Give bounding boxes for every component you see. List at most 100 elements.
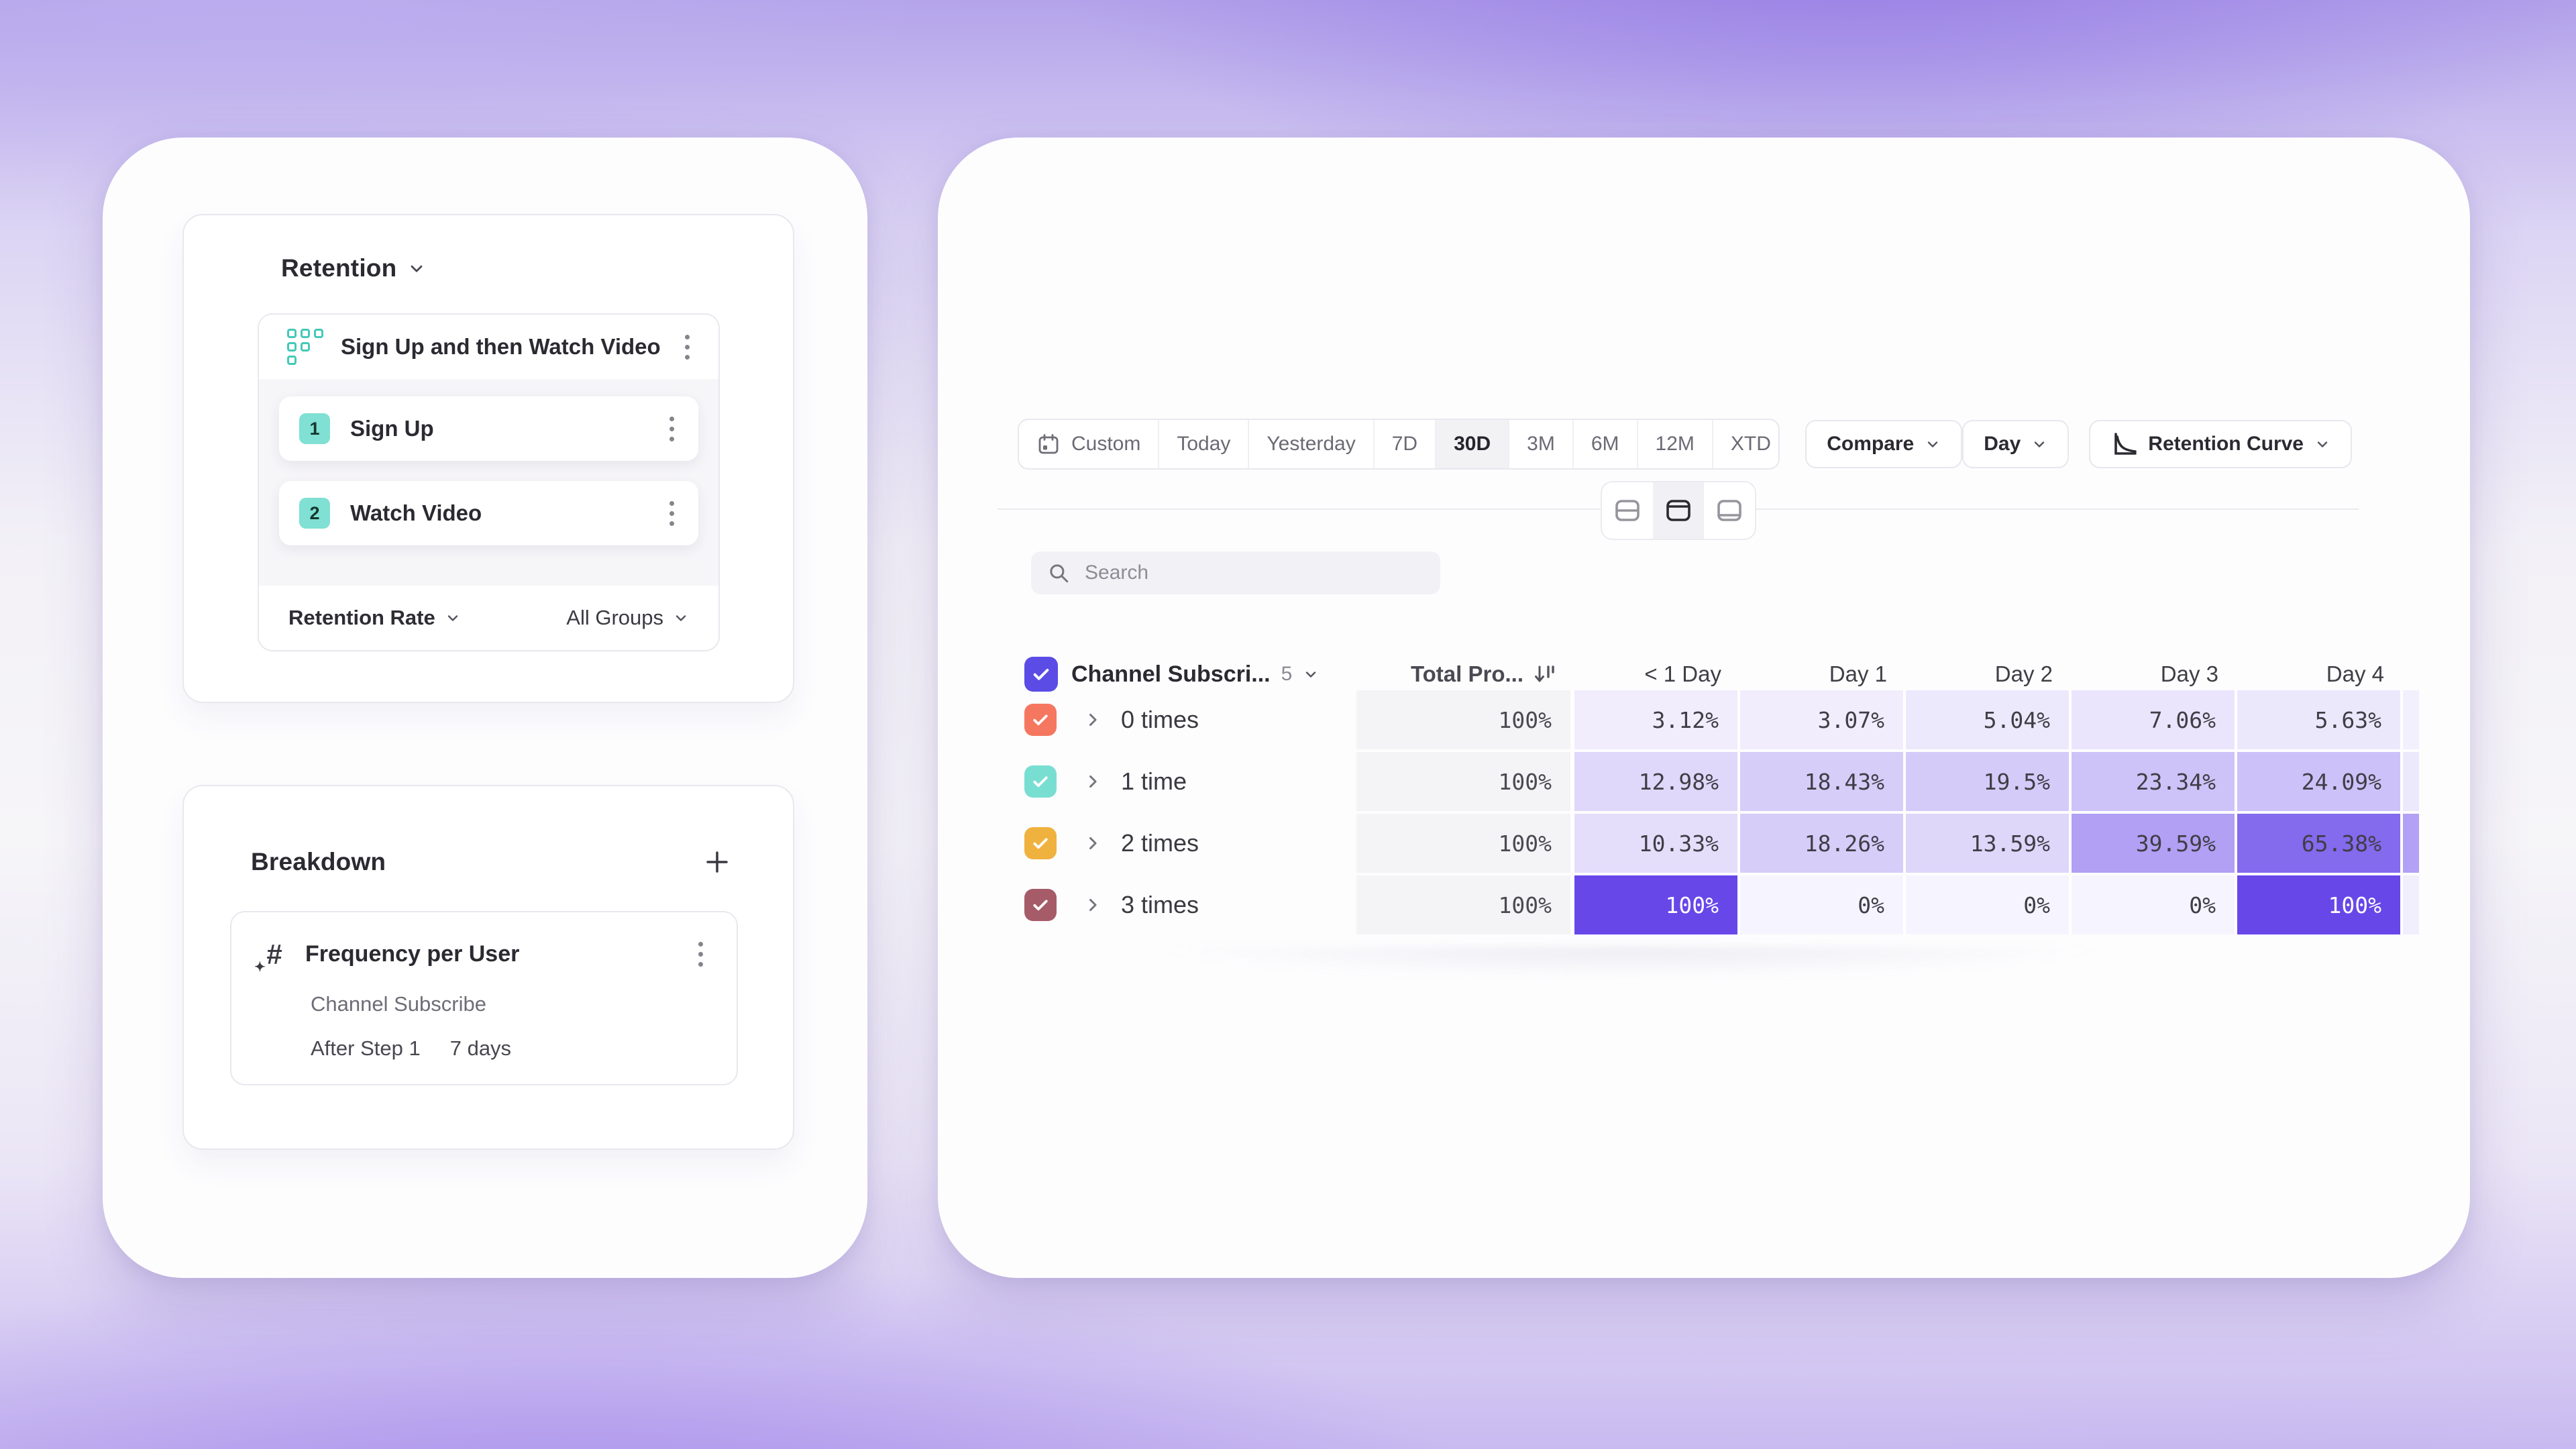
total-cell: 100% [1356,752,1574,811]
day-column-header[interactable]: Day 4 [2326,661,2384,686]
row-checkbox[interactable] [1024,704,1057,736]
date-tab-label: Today [1177,433,1231,455]
date-tab-12m[interactable]: 12M [1636,420,1712,468]
date-tab-custom[interactable]: Custom [1019,420,1158,468]
kebab-menu-icon[interactable] [692,935,710,973]
date-range-tabs: Custom Today Yesterday 7D 30D 3M 6M 12M XTD [1018,419,1780,470]
chevron-down-icon [2317,441,2328,447]
select-all-checkbox[interactable] [1024,657,1058,692]
total-cell: 100% [1356,814,1574,873]
total-column-label: Total Pro... [1410,661,1523,686]
row-checkbox[interactable] [1024,889,1057,921]
row-checkbox[interactable] [1024,765,1057,798]
table-header-row: Channel Subscri... 5 Total Pro... < 1 Da… [1024,645,2419,692]
retention-curve-icon [2114,433,2137,455]
layout-table-view-button[interactable] [1653,482,1704,539]
plus-icon[interactable] [703,848,731,876]
metric-dropdown[interactable]: Retention Rate [288,606,461,630]
day-column-header[interactable]: Day 2 [1994,661,2053,686]
heat-cell[interactable]: 0% [1740,875,1906,934]
heat-cell[interactable]: 13.59% [1906,814,2072,873]
layout-footer-view-button[interactable] [1704,482,1755,539]
groups-dropdown[interactable]: All Groups [566,606,689,630]
date-tab-yesterday[interactable]: Yesterday [1248,420,1373,468]
heat-cell[interactable]: 65.38% [2237,814,2403,873]
heat-cell[interactable]: 5.63% [2237,690,2403,749]
heat-cell[interactable]: 24.09% [2237,752,2403,811]
date-tab-xtd[interactable]: XTD [1711,420,1778,468]
heat-cell[interactable]: 100% [2237,875,2403,934]
heat-value: 0% [1858,892,1884,918]
group-header[interactable]: Sign Up and then Watch Video [259,315,718,379]
granularity-button[interactable]: Day [1962,420,2070,468]
clipped-next-column-cell [2403,690,2419,749]
total-value: 100% [1498,830,1552,857]
heat-cell[interactable]: 39.59% [2072,814,2237,873]
retention-title-row[interactable]: Retention [184,215,793,282]
breakdown-window[interactable]: 7 days [449,1036,512,1060]
breakdown-column-header[interactable]: Channel Subscri... 5 [1058,661,1356,688]
heat-value: 18.43% [1804,768,1884,795]
row-expander[interactable]: 3 times [1058,875,1356,934]
heat-value: 0% [2189,892,2216,918]
group-title: Sign Up and then Watch Video [341,334,661,359]
date-tab-label: XTD [1730,433,1771,455]
heat-cell[interactable]: 19.5% [1906,752,2072,811]
row-checkbox[interactable] [1024,827,1057,859]
date-tab-6m[interactable]: 6M [1572,420,1637,468]
steps-container: 1 Sign Up 2 Watch Video [259,379,718,586]
step-row-watch-video[interactable]: 2 Watch Video [279,481,698,545]
date-tab-label: Yesterday [1267,433,1356,455]
grid-steps-icon [287,329,323,365]
date-tab-7d[interactable]: 7D [1373,420,1435,468]
heat-cell[interactable]: 10.33% [1574,814,1740,873]
heat-cell[interactable]: 18.26% [1740,814,1906,873]
heat-cell[interactable]: 7.06% [2072,690,2237,749]
breakdown-panel: Breakdown # ✦ Frequency per User Channel … [182,785,794,1150]
heat-cell[interactable]: 5.04% [1906,690,2072,749]
chevron-down-icon [447,615,458,621]
report-card: Custom Today Yesterday 7D 30D 3M 6M 12M XTD Comp… [938,138,2470,1278]
compare-button[interactable]: Compare [1805,420,1963,468]
total-column-header[interactable]: Total Pro... [1356,661,1574,687]
row-expander[interactable]: 0 times [1058,690,1356,749]
kebab-menu-icon[interactable] [663,494,681,533]
calendar-icon [1036,432,1061,456]
date-tab-30d[interactable]: 30D [1435,420,1509,468]
row-expander[interactable]: 2 times [1058,814,1356,873]
heat-cell[interactable]: 12.98% [1574,752,1740,811]
heat-cell[interactable]: 18.43% [1740,752,1906,811]
heat-cell[interactable]: 0% [1906,875,2072,934]
day-column-header[interactable]: < 1 Day [1644,661,1721,686]
breakdown-column-label: Channel Subscri... [1071,661,1271,687]
date-tab-3m[interactable]: 3M [1508,420,1572,468]
retention-panel: Retention Sign Up and then Watch Video 1… [182,214,794,703]
table-bottom-fade [1045,947,2373,1000]
heat-cell[interactable]: 23.34% [2072,752,2237,811]
chevron-down-icon [411,265,423,272]
heat-value: 100% [1665,892,1719,918]
day-column-header[interactable]: Day 1 [1829,661,1887,686]
heat-cell[interactable]: 0% [2072,875,2237,934]
heat-cell[interactable]: 100% [1574,875,1740,934]
breakdown-card[interactable]: # ✦ Frequency per User Channel Subscribe … [230,911,738,1085]
row-expander[interactable]: 1 time [1058,752,1356,811]
heat-cell[interactable]: 3.07% [1740,690,1906,749]
breakdown-panel-title: Breakdown [251,848,386,875]
day-column-header[interactable]: Day 3 [2160,661,2218,686]
search-box[interactable] [1031,551,1440,594]
search-input[interactable] [1083,561,1424,585]
clipped-next-column-cell [2403,814,2419,873]
kebab-menu-icon[interactable] [663,410,681,448]
heat-cell[interactable]: 3.12% [1574,690,1740,749]
step-row-sign-up[interactable]: 1 Sign Up [279,396,698,461]
chevron-down-icon [1306,672,1316,678]
layout-toggle-group [1601,481,1756,540]
row-label: 1 time [1121,767,1187,795]
breakdown-after-step[interactable]: After Step 1 [311,1036,421,1060]
layout-split-view-button[interactable] [1602,482,1653,539]
chart-type-button[interactable]: Retention Curve [2089,420,2352,468]
retention-panel-title: Retention [281,254,397,282]
date-tab-today[interactable]: Today [1158,420,1248,468]
kebab-menu-icon[interactable] [678,328,696,366]
